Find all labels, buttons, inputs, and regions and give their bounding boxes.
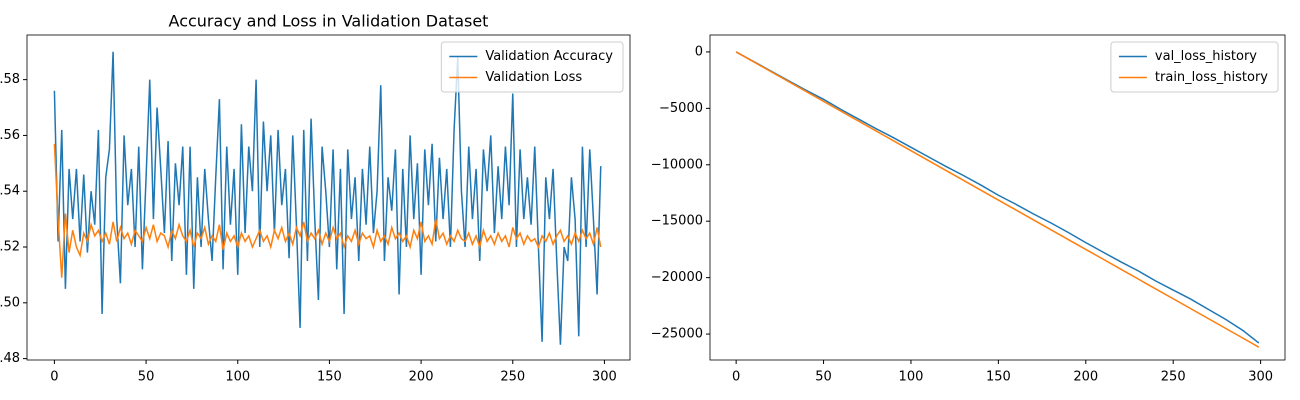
x-tick-label: 0: [732, 370, 740, 385]
y-tick-label: 0.54: [0, 184, 20, 199]
x-tick-label: 150: [986, 370, 1011, 385]
legend: Validation Accuracy Validation Loss: [440, 41, 624, 93]
y-tick-label: 0.52: [0, 240, 20, 255]
x-tick-label: 100: [225, 370, 250, 385]
legend-frame: [1110, 41, 1279, 93]
y-tick-label: 0.48: [0, 351, 20, 366]
x-tick-label: 50: [815, 370, 832, 385]
y-tick-label: −20000: [651, 270, 703, 285]
axes: Accuracy and Loss in Validation Dataset 0…: [0, 12, 631, 385]
x-tick-label: 200: [409, 370, 434, 385]
y-tick-label: 0.58: [0, 72, 20, 87]
legend-label: Validation Accuracy: [485, 49, 613, 64]
x-tick-label: 250: [1161, 370, 1186, 385]
x-tick-label: 250: [500, 370, 525, 385]
y-tick-label: 0: [695, 44, 703, 59]
x-tick-label: 300: [1248, 370, 1273, 385]
y-tick-label: 0.56: [0, 128, 20, 143]
y-tick-label: −25000: [651, 327, 703, 342]
x-tick-label: 150: [317, 370, 342, 385]
legend-label: train_loss_history: [1155, 70, 1268, 85]
x-tick-label: 50: [138, 370, 155, 385]
x-tick-label: 0: [50, 370, 58, 385]
x-tick-label: 300: [592, 370, 617, 385]
y-tick-label: 0.50: [0, 295, 20, 310]
axes: 0 50 100 150 200 250 300 −25000 −20000 −15000 −100…: [651, 34, 1286, 385]
data-line: [53, 143, 602, 278]
legend-label: val_loss_history: [1155, 49, 1257, 64]
x-tick-label: 200: [1073, 370, 1098, 385]
y-tick-label: −10000: [651, 157, 703, 172]
data-line: [735, 51, 1260, 348]
data-line: [53, 51, 602, 345]
y-tick-label: −15000: [651, 214, 703, 229]
legend-frame: [440, 41, 624, 93]
y-tick-label: −5000: [659, 101, 703, 116]
x-tick-label: 100: [899, 370, 924, 385]
data-line: [735, 51, 1260, 344]
axes-frame: [26, 34, 631, 361]
legend: val_loss_history train_loss_history: [1110, 41, 1279, 93]
axes-frame: [709, 34, 1286, 361]
legend-label: Validation Loss: [485, 70, 582, 85]
chart-title: Accuracy and Loss in Validation Dataset: [169, 12, 489, 31]
